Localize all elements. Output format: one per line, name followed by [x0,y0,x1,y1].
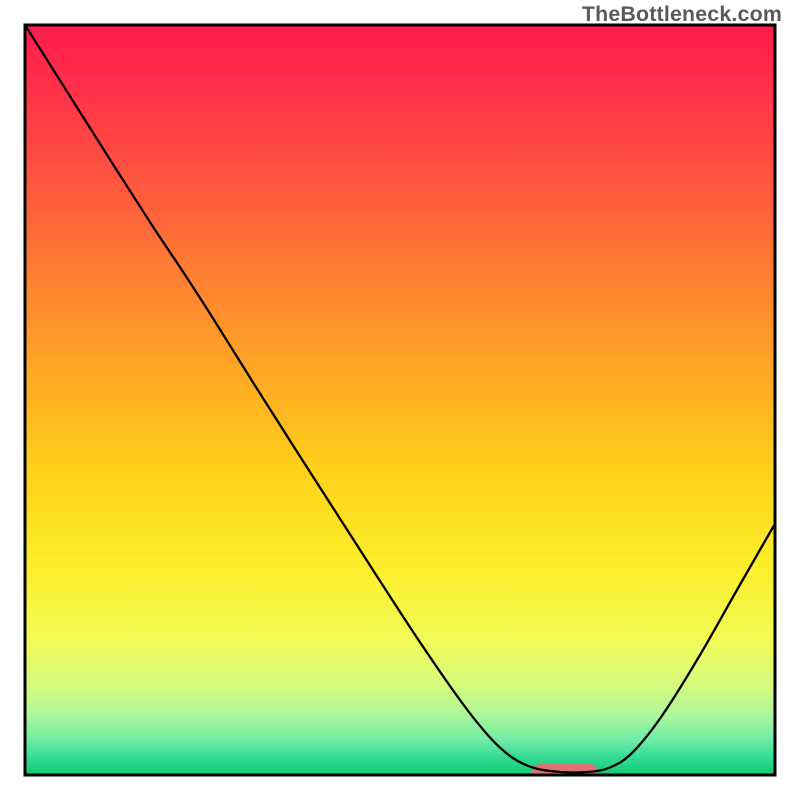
watermark-text: TheBottleneck.com [582,2,782,27]
figure-container: TheBottleneck.com [0,0,800,800]
bottleneck-curve-chart [0,0,800,800]
plot-background [25,25,775,775]
